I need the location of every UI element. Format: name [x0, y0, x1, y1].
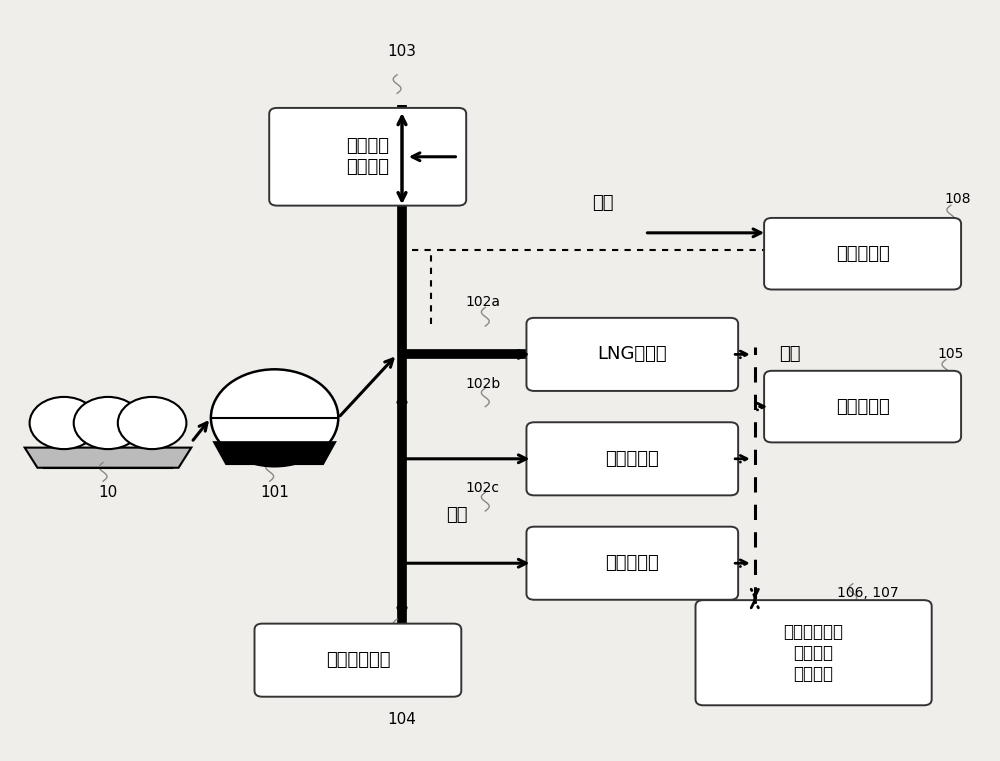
Circle shape — [211, 369, 338, 466]
Polygon shape — [25, 447, 191, 468]
Text: 104: 104 — [388, 712, 416, 727]
Text: 108: 108 — [944, 192, 971, 206]
Text: 电力: 电力 — [779, 345, 801, 364]
Text: LNG发电机: LNG发电机 — [597, 345, 667, 364]
FancyBboxPatch shape — [764, 371, 961, 442]
Text: 电力消费者: 电力消费者 — [836, 397, 889, 416]
Circle shape — [74, 397, 142, 449]
FancyBboxPatch shape — [764, 218, 961, 289]
Text: 102b: 102b — [466, 377, 501, 391]
Text: 103: 103 — [388, 44, 416, 59]
Text: 10: 10 — [98, 485, 118, 500]
Text: 煤炭发电机: 煤炭发电机 — [605, 450, 659, 468]
Text: 102a: 102a — [466, 295, 501, 309]
Text: 101: 101 — [260, 485, 289, 500]
Text: 燃料交易市场: 燃料交易市场 — [326, 651, 390, 669]
Text: 105: 105 — [938, 347, 964, 361]
Text: 102c: 102c — [466, 482, 500, 495]
Text: 蒸汽: 蒸汽 — [592, 194, 614, 212]
Polygon shape — [214, 442, 335, 464]
FancyBboxPatch shape — [255, 623, 461, 697]
Circle shape — [30, 397, 98, 449]
Text: 其它公司
（燃料）: 其它公司 （燃料） — [346, 138, 389, 176]
Text: 燃料: 燃料 — [446, 506, 468, 524]
Text: 106, 107: 106, 107 — [837, 586, 898, 600]
Circle shape — [118, 397, 186, 449]
Text: 蒸汽消费者: 蒸汽消费者 — [836, 245, 889, 263]
FancyBboxPatch shape — [696, 600, 932, 705]
Text: 电力交易市场
其它公司
（电力）: 电力交易市场 其它公司 （电力） — [784, 623, 844, 683]
FancyBboxPatch shape — [526, 527, 738, 600]
FancyBboxPatch shape — [269, 108, 466, 205]
FancyBboxPatch shape — [526, 318, 738, 391]
FancyBboxPatch shape — [526, 422, 738, 495]
Text: 石油发电机: 石油发电机 — [605, 554, 659, 572]
